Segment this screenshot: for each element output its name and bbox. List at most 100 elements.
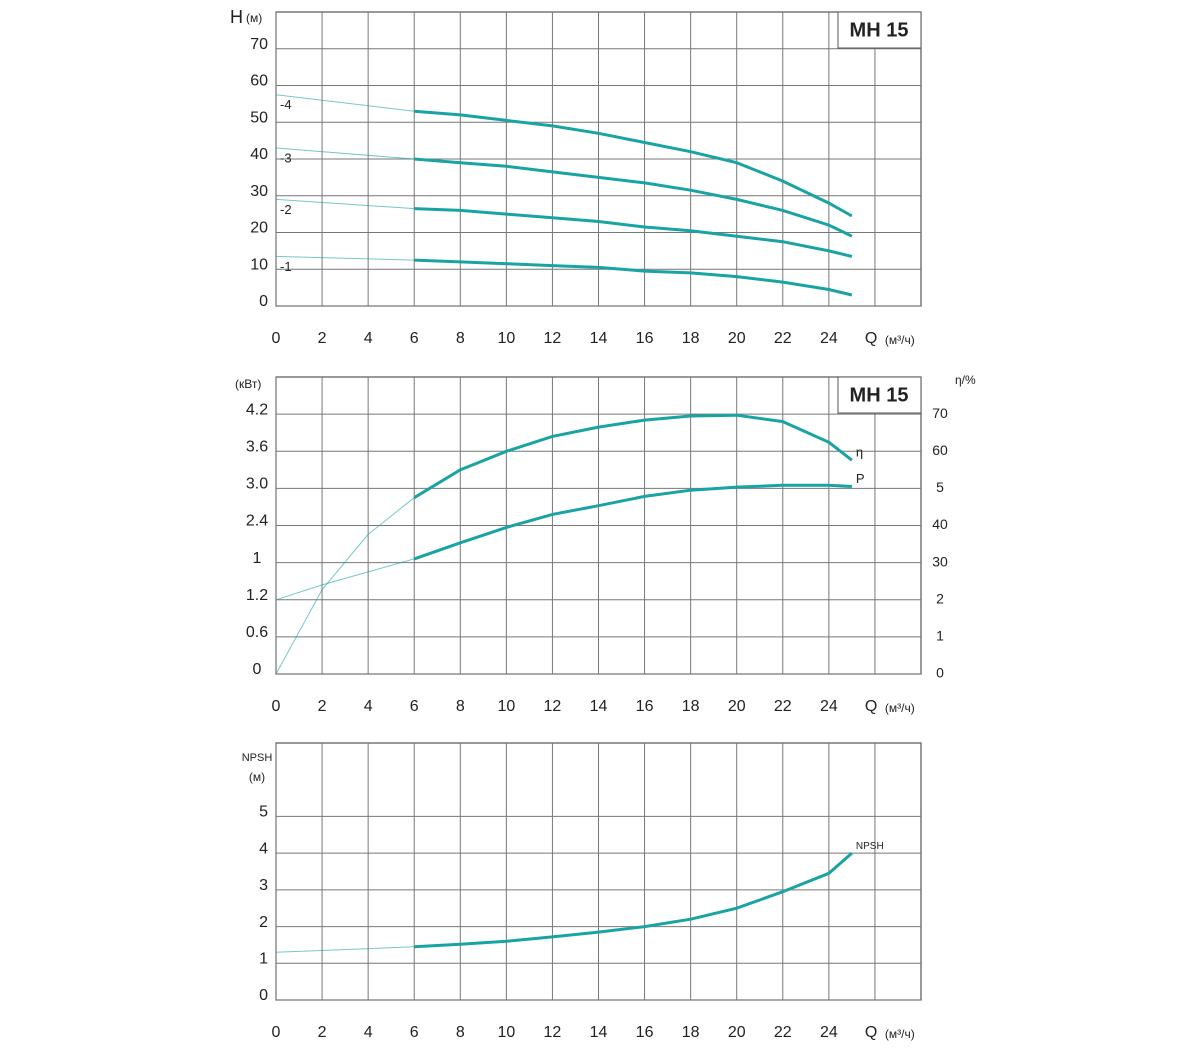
curve-thin [275,946,415,953]
curve-thin [275,94,415,112]
x-tick-label: 2 [318,698,327,715]
y-tick-label: 2.4 [246,513,268,530]
x-tick-label: 12 [544,330,562,347]
y-tick-label: 2 [259,914,268,931]
x-tick-label: 0 [272,330,281,347]
y2-label: η/% [955,373,976,387]
y-tick-label: 5 [259,804,268,821]
y-tick-label: 3.6 [246,438,268,455]
x-tick-label: 22 [774,1024,792,1041]
x-tick-label: 18 [682,698,700,715]
y2-tick-label: 1 [936,628,944,644]
y-tick-label: 1 [259,951,268,968]
x-tick-label: 16 [636,698,654,715]
x-tick-label: 10 [497,330,515,347]
curve-thin [275,255,415,261]
x-tick-label: 14 [590,698,608,715]
curve [413,483,852,561]
series-label: NPSH [856,841,884,852]
x-tick-label: 16 [636,330,654,347]
x-tick-label: Q [865,330,877,347]
x-tick-label: 8 [456,330,465,347]
x-tick-label: 22 [774,698,792,715]
series-label: -4 [280,97,292,112]
y-tick-label: 40 [250,146,268,163]
series-label: -1 [280,259,292,274]
curve-thin [275,147,415,160]
y-tick-label: 30 [250,183,268,200]
y-tick-label: 1.2 [246,587,268,604]
x-tick-label: 16 [636,1024,654,1041]
x-tick-label: 20 [728,1024,746,1041]
x-tick-label: 12 [544,698,562,715]
curve [414,851,853,949]
x-tick-label: 20 [728,698,746,715]
x-tick-label: 2 [318,1024,327,1041]
series-label: P [856,471,865,486]
series-label: -2 [280,202,292,217]
x-tick-label: 6 [410,330,419,347]
y-label: NPSH [242,752,273,764]
x-tick-label: 24 [820,698,838,715]
y2-tick-label: 30 [932,553,948,569]
y-tick-label: 3.0 [246,476,268,493]
y-label: H [230,7,243,27]
y-tick-label: 10 [250,256,268,273]
curve [414,109,853,218]
y-unit: (м) [246,11,262,25]
y-unit: (м) [249,770,265,784]
chart-title: MH 15 [850,19,909,41]
x-tick-label: 0 [272,698,281,715]
x-tick-label: Q [865,698,877,715]
x-unit: (м³/ч) [885,701,915,715]
x-tick-label: Q [865,1024,877,1041]
x-tick-label: 18 [682,1024,700,1041]
y2-tick-label: 2 [936,590,944,606]
x-tick-label: 20 [728,330,746,347]
x-unit: (м³/ч) [885,333,915,347]
curve [414,157,853,238]
x-tick-label: 14 [590,330,608,347]
x-tick-label: 10 [497,698,515,715]
curve [413,413,853,499]
y-tick-label: 3 [259,877,268,894]
y-tick-label: 1 [253,550,262,567]
series-label: η [856,445,863,460]
curve [414,207,853,258]
x-tick-label: 0 [272,1024,281,1041]
x-tick-label: 4 [364,1024,373,1041]
curve [414,258,853,297]
y2-tick-label: 40 [932,516,948,532]
y-tick-label: 70 [250,36,268,53]
y-label: (кВт) [235,377,261,391]
y-tick-label: 0.6 [246,624,268,641]
y-tick-label: 60 [250,73,268,90]
curve-thin [275,497,415,675]
chart-title: MH 15 [850,384,909,406]
x-tick-label: 14 [590,1024,608,1041]
x-tick-label: 4 [364,330,373,347]
series-label: -3 [280,150,292,165]
y-tick-label: 20 [250,220,268,237]
title-box [837,11,922,49]
y-tick-label: 4 [259,840,268,857]
y-tick-label: 0 [259,987,268,1004]
x-tick-label: 2 [318,330,327,347]
y-tick-label: 50 [250,109,268,126]
x-tick-label: 6 [410,698,419,715]
y2-tick-label: 0 [936,665,944,681]
x-tick-label: 8 [456,1024,465,1041]
x-tick-label: 22 [774,330,792,347]
x-tick-label: 24 [820,330,838,347]
curve-thin [275,558,415,601]
y-tick-label: 4.2 [246,401,268,418]
x-unit: (м³/ч) [885,1027,915,1041]
x-tick-label: 4 [364,698,373,715]
y2-tick-label: 60 [932,442,948,458]
x-tick-label: 18 [682,330,700,347]
x-tick-label: 12 [544,1024,562,1041]
y-tick-label: 0 [253,661,262,678]
x-tick-label: 6 [410,1024,419,1041]
y2-tick-label: 70 [932,405,948,421]
